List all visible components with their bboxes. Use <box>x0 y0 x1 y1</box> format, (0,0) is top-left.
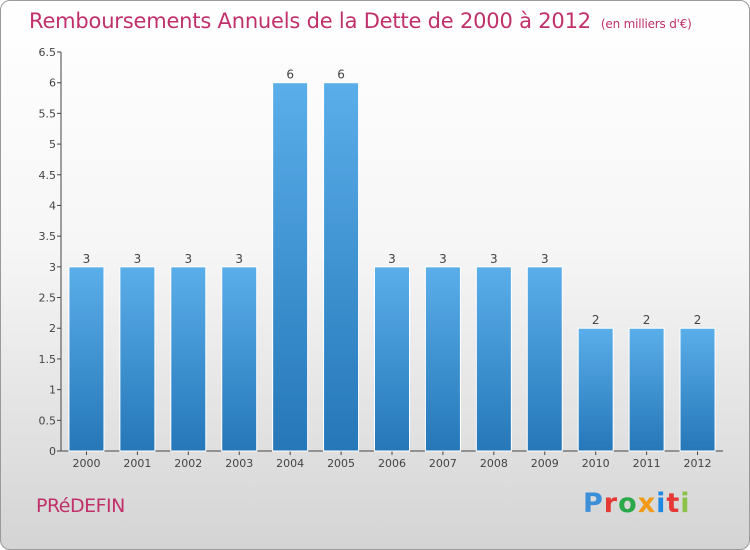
data-label: 3 <box>541 252 549 266</box>
y-tick-label: 3 <box>49 261 56 274</box>
logo-letter: P <box>583 488 604 519</box>
data-label: 2 <box>694 313 702 327</box>
x-tick-label: 2012 <box>684 457 712 470</box>
data-label: 3 <box>184 252 192 266</box>
x-tick-label: 2011 <box>633 457 661 470</box>
x-tick-label: 2009 <box>531 457 559 470</box>
x-tick-label: 2005 <box>327 457 355 470</box>
bar <box>68 266 105 452</box>
data-label: 3 <box>439 252 447 266</box>
logo-letter: t <box>666 488 681 519</box>
bar <box>272 82 309 452</box>
bar <box>221 266 258 452</box>
proxiti-logo: Proxiti <box>583 488 691 519</box>
bars-group <box>68 82 716 452</box>
x-tick-label: 2007 <box>429 457 457 470</box>
chart-title: Remboursements Annuels de la Dette de 20… <box>29 9 692 33</box>
bar <box>475 266 512 452</box>
y-tick-label: 1.5 <box>39 353 57 366</box>
x-tick-label: 2010 <box>582 457 610 470</box>
data-label: 2 <box>592 313 600 327</box>
y-tick-label: 5 <box>49 138 56 151</box>
axes: 0 0.5 1 1.5 2 2.5 3 3.5 4 4.5 5 5.5 6 6.5 <box>39 46 723 458</box>
y-tick-label: 4.5 <box>39 169 57 182</box>
bar <box>170 266 207 452</box>
bar <box>577 327 614 452</box>
logo-letter: i <box>680 488 691 519</box>
commune-name: PRéDEFIN <box>36 495 125 517</box>
logo-letter: o <box>618 488 638 519</box>
x-tick-label: 2003 <box>225 457 253 470</box>
labels-group: 3 2000 3 2001 3 2002 3 2003 6 2004 6 2005 3 2006 3 2007… <box>72 68 711 470</box>
y-tick-label: 0.5 <box>39 414 57 427</box>
data-label: 3 <box>83 252 91 266</box>
x-tick-label: 2008 <box>480 457 508 470</box>
bar <box>679 327 716 452</box>
data-label: 2 <box>643 313 651 327</box>
y-tick-label: 6.5 <box>39 46 57 59</box>
y-tick-label: 4 <box>49 199 56 212</box>
bar <box>628 327 665 452</box>
logo-letter: x <box>637 488 657 519</box>
y-tick-label: 5.5 <box>39 107 57 120</box>
data-label: 3 <box>134 252 142 266</box>
y-tick-label: 1 <box>49 384 56 397</box>
data-label: 3 <box>235 252 243 266</box>
data-label: 3 <box>388 252 396 266</box>
y-tick-label: 2.5 <box>39 292 57 305</box>
x-tick-label: 2001 <box>123 457 151 470</box>
data-label: 3 <box>490 252 498 266</box>
bar <box>526 266 563 452</box>
bar <box>119 266 156 452</box>
y-tick-label: 3.5 <box>39 230 57 243</box>
title-text: Remboursements Annuels de la Dette de 20… <box>29 9 591 33</box>
data-label: 6 <box>286 68 294 82</box>
data-label: 6 <box>337 68 345 82</box>
x-tick-label: 2004 <box>276 457 304 470</box>
bar <box>424 266 461 452</box>
x-tick-label: 2006 <box>378 457 406 470</box>
logo-letter: i <box>656 488 667 519</box>
y-tick-label: 2 <box>49 322 56 335</box>
bar <box>323 82 360 452</box>
logo-letter: r <box>603 488 619 519</box>
x-tick-label: 2002 <box>174 457 202 470</box>
bar <box>374 266 410 452</box>
y-tick-label: 0 <box>49 445 56 458</box>
unit-label: (en milliers d'€) <box>600 17 692 31</box>
y-tick-label: 6 <box>49 77 56 90</box>
x-tick-label: 2000 <box>72 457 100 470</box>
